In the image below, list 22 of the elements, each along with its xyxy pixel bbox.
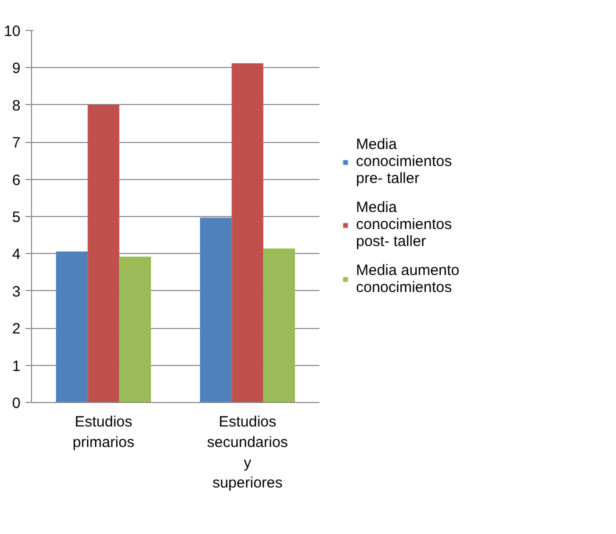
y-tick-label: 9 (12, 60, 20, 78)
bar (119, 256, 152, 402)
y-tick-label: 1 (12, 358, 20, 375)
x-tick-label: Estudios secundarios y superiores (207, 414, 288, 492)
y-tick-label: 0 (12, 395, 20, 412)
y-tick-label: 6 (12, 172, 20, 189)
bar (56, 251, 88, 402)
legend-label: Media conocimientos pre- taller (356, 136, 452, 187)
bar (88, 104, 120, 402)
legend-label: Media conocimientos post- taller (356, 199, 452, 250)
y-tick-label: 5 (12, 209, 20, 226)
legend-label: Media aumento conocimientos (356, 262, 460, 296)
x-tick-label: Estudios primarios (72, 414, 134, 451)
bar (263, 248, 296, 402)
y-tick-label: 4 (12, 246, 20, 264)
y-tick-label: 3 (12, 283, 20, 300)
bar (200, 218, 232, 402)
bar (232, 63, 264, 402)
y-tick-label: 10 (4, 23, 21, 40)
y-tick-label: 8 (12, 97, 20, 114)
y-tick-label: 7 (12, 134, 20, 152)
y-tick-label: 2 (12, 320, 20, 338)
